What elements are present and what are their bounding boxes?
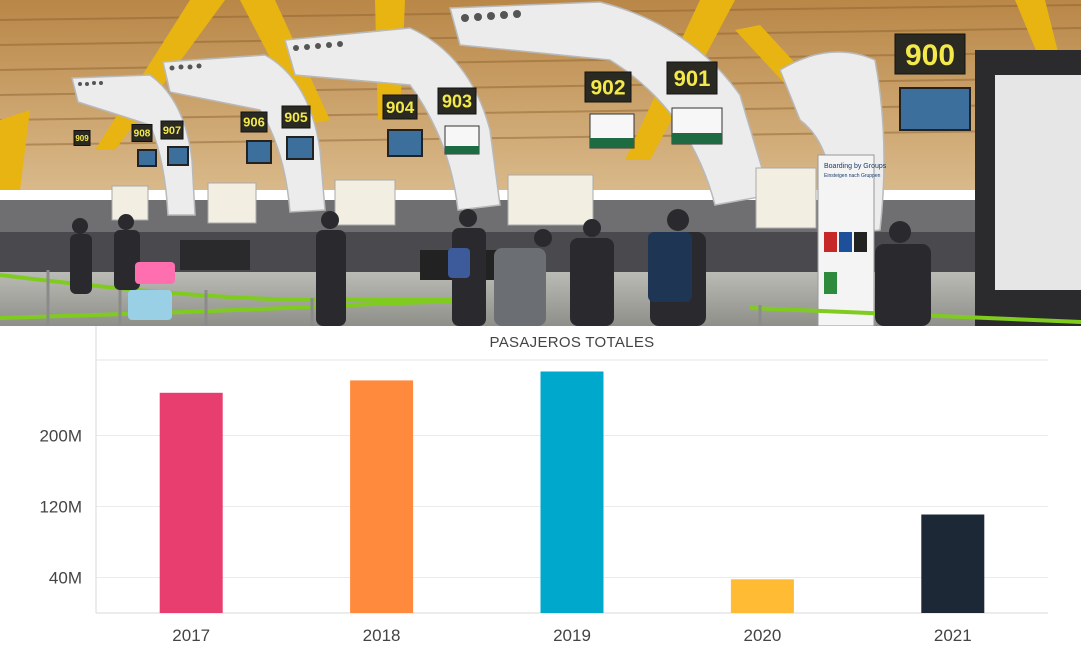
desk-sign-label: 904 xyxy=(386,98,415,117)
x-tick-labels: 2017 2018 2019 2020 2021 xyxy=(172,626,971,645)
chart-title: PASAJEROS TOTALES xyxy=(490,334,655,351)
airline-signs xyxy=(444,107,723,155)
desk-sign-label: 903 xyxy=(442,91,472,111)
x-tick-label: 2020 xyxy=(743,626,781,645)
x-tick-label: 2017 xyxy=(172,626,210,645)
photo-illustration: Boarding by Groups Einsteigen nach Grupp… xyxy=(0,0,1081,326)
desk-sign-label: 905 xyxy=(284,109,308,125)
x-tick-label: 2019 xyxy=(553,626,591,645)
bar-2017[interactable] xyxy=(159,392,223,613)
boarding-panel-subtitle: Einsteigen nach Gruppen xyxy=(824,173,881,179)
bar-2021[interactable] xyxy=(921,514,985,614)
y-tick-label: 120M xyxy=(39,498,82,517)
desk-sign-label: 902 xyxy=(590,77,625,100)
canopy-vents xyxy=(78,10,521,86)
boarding-groups-panel: Boarding by Groups Einsteigen nach Grupp… xyxy=(817,154,887,326)
desk-monitors xyxy=(137,87,971,167)
desk-sign-905: 905 xyxy=(281,105,311,129)
y-tick-label: 200M xyxy=(39,427,82,446)
boarding-panel-title: Boarding by Groups xyxy=(824,163,887,170)
desk-sign-label: 906 xyxy=(243,115,265,130)
desk-number-signs: 900 901 902 903 904 905 906 907 908 909 xyxy=(73,33,966,146)
bars xyxy=(159,371,985,614)
bar-2020[interactable] xyxy=(730,579,794,613)
info-posters xyxy=(111,167,817,229)
desk-sign-label: 907 xyxy=(163,125,181,137)
desk-sign-903: 903 xyxy=(437,87,477,115)
desk-sign-900: 900 xyxy=(894,33,966,75)
x-tick-label: 2018 xyxy=(363,626,401,645)
airport-checkin-photo: Boarding by Groups Einsteigen nach Grupp… xyxy=(0,0,1081,326)
desk-sign-label: 901 xyxy=(674,66,711,91)
desk-sign-904: 904 xyxy=(382,94,418,120)
desk-sign-902: 902 xyxy=(584,71,632,103)
desk-sign-label: 909 xyxy=(75,134,89,143)
bar-2019[interactable] xyxy=(540,371,604,614)
y-tick-label: 40M xyxy=(49,569,82,588)
desk-sign-908: 908 xyxy=(131,124,153,142)
passenger-chart: PASAJEROS TOTALES 40M 120M 200M 2017 2018 20… xyxy=(0,326,1081,665)
desk-sign-906: 906 xyxy=(240,111,268,133)
bar-2018[interactable] xyxy=(350,380,414,613)
desk-sign-907: 907 xyxy=(160,120,184,140)
y-tick-labels: 40M 120M 200M xyxy=(39,427,82,588)
desk-sign-901: 901 xyxy=(666,61,718,95)
right-screen xyxy=(995,75,1081,290)
desk-sign-label: 900 xyxy=(905,39,955,72)
passengers xyxy=(70,209,931,326)
x-tick-label: 2021 xyxy=(934,626,972,645)
desk-sign-909: 909 xyxy=(73,130,91,146)
desk-sign-label: 908 xyxy=(134,129,151,140)
